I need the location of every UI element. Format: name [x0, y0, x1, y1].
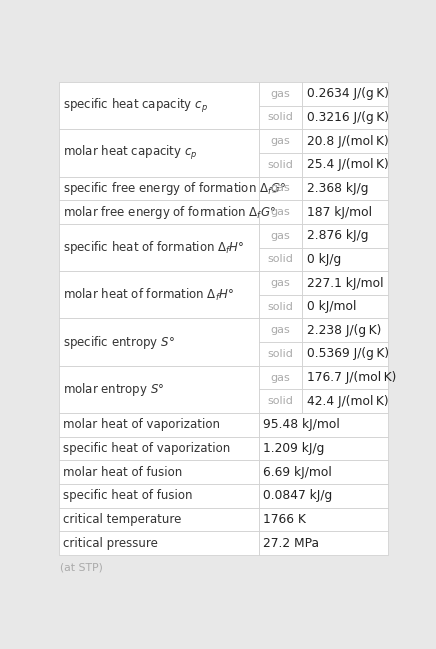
- Text: specific heat of vaporization: specific heat of vaporization: [63, 442, 230, 455]
- Bar: [302, 247, 388, 271]
- Text: molar entropy $S°$: molar entropy $S°$: [63, 381, 164, 398]
- Bar: [58, 484, 259, 508]
- Text: specific entropy $S°$: specific entropy $S°$: [63, 334, 174, 350]
- Text: 2.368 kJ/g: 2.368 kJ/g: [307, 182, 368, 195]
- Bar: [259, 532, 388, 555]
- Text: specific heat capacity $c_p$: specific heat capacity $c_p$: [63, 97, 208, 114]
- Text: 1766 K: 1766 K: [263, 513, 306, 526]
- Bar: [259, 389, 302, 413]
- Text: gas: gas: [270, 230, 290, 241]
- Bar: [259, 437, 388, 461]
- Bar: [58, 82, 259, 129]
- Text: 187 kJ/mol: 187 kJ/mol: [307, 206, 371, 219]
- Bar: [302, 177, 388, 200]
- Text: 0 kJ/mol: 0 kJ/mol: [307, 300, 356, 313]
- Bar: [58, 508, 259, 532]
- Bar: [302, 106, 388, 129]
- Text: critical temperature: critical temperature: [63, 513, 181, 526]
- Bar: [259, 461, 388, 484]
- Text: molar heat of formation $\Delta_f H°$: molar heat of formation $\Delta_f H°$: [63, 287, 234, 303]
- Bar: [259, 200, 302, 224]
- Text: solid: solid: [267, 112, 293, 123]
- Bar: [259, 413, 388, 437]
- Text: 0.0847 kJ/g: 0.0847 kJ/g: [263, 489, 332, 502]
- Text: molar heat of vaporization: molar heat of vaporization: [63, 419, 220, 432]
- Text: gas: gas: [270, 325, 290, 336]
- Bar: [259, 129, 302, 153]
- Text: critical pressure: critical pressure: [63, 537, 157, 550]
- Text: 2.238 J/(g K): 2.238 J/(g K): [307, 324, 381, 337]
- Text: specific free energy of formation $\Delta_f G°$: specific free energy of formation $\Delt…: [63, 180, 286, 197]
- Bar: [259, 366, 302, 389]
- Text: 20.8 J/(mol K): 20.8 J/(mol K): [307, 134, 388, 147]
- Bar: [58, 319, 259, 366]
- Bar: [259, 295, 302, 319]
- Bar: [58, 461, 259, 484]
- Bar: [58, 413, 259, 437]
- Bar: [302, 200, 388, 224]
- Bar: [302, 366, 388, 389]
- Bar: [302, 295, 388, 319]
- Text: gas: gas: [270, 136, 290, 146]
- Bar: [302, 224, 388, 247]
- Bar: [58, 532, 259, 555]
- Text: 25.4 J/(mol K): 25.4 J/(mol K): [307, 158, 388, 171]
- Text: solid: solid: [267, 302, 293, 312]
- Bar: [302, 319, 388, 342]
- Bar: [302, 153, 388, 177]
- Text: 227.1 kJ/mol: 227.1 kJ/mol: [307, 276, 383, 289]
- Text: specific heat of formation $\Delta_f H°$: specific heat of formation $\Delta_f H°$: [63, 239, 244, 256]
- Text: (at STP): (at STP): [60, 563, 103, 572]
- Bar: [58, 177, 259, 200]
- Bar: [259, 484, 388, 508]
- Text: solid: solid: [267, 254, 293, 264]
- Bar: [259, 82, 302, 106]
- Bar: [302, 129, 388, 153]
- Text: 42.4 J/(mol K): 42.4 J/(mol K): [307, 395, 388, 408]
- Bar: [302, 389, 388, 413]
- Bar: [302, 342, 388, 366]
- Bar: [259, 247, 302, 271]
- Text: 27.2 MPa: 27.2 MPa: [263, 537, 319, 550]
- Text: gas: gas: [270, 89, 290, 99]
- Bar: [259, 271, 302, 295]
- Text: solid: solid: [267, 160, 293, 169]
- Text: solid: solid: [267, 397, 293, 406]
- Bar: [259, 224, 302, 247]
- Bar: [58, 200, 259, 224]
- Text: solid: solid: [267, 349, 293, 359]
- Text: 6.69 kJ/mol: 6.69 kJ/mol: [263, 466, 331, 479]
- Text: gas: gas: [270, 278, 290, 288]
- Text: 0 kJ/g: 0 kJ/g: [307, 253, 341, 266]
- Text: 2.876 kJ/g: 2.876 kJ/g: [307, 229, 368, 242]
- Bar: [259, 508, 388, 532]
- Bar: [58, 366, 259, 413]
- Text: specific heat of fusion: specific heat of fusion: [63, 489, 192, 502]
- Text: 0.3216 J/(g K): 0.3216 J/(g K): [307, 111, 388, 124]
- Bar: [58, 271, 259, 319]
- Text: gas: gas: [270, 207, 290, 217]
- Text: gas: gas: [270, 373, 290, 383]
- Bar: [259, 106, 302, 129]
- Bar: [259, 319, 302, 342]
- Bar: [58, 129, 259, 177]
- Bar: [302, 271, 388, 295]
- Bar: [259, 153, 302, 177]
- Text: 176.7 J/(mol K): 176.7 J/(mol K): [307, 371, 396, 384]
- Bar: [259, 342, 302, 366]
- Bar: [58, 437, 259, 461]
- Text: 0.5369 J/(g K): 0.5369 J/(g K): [307, 347, 389, 360]
- Text: molar heat capacity $c_p$: molar heat capacity $c_p$: [63, 144, 197, 162]
- Bar: [302, 82, 388, 106]
- Text: 1.209 kJ/g: 1.209 kJ/g: [263, 442, 324, 455]
- Bar: [58, 224, 259, 271]
- Text: molar free energy of formation $\Delta_f G°$: molar free energy of formation $\Delta_f…: [63, 204, 276, 221]
- Text: 95.48 kJ/mol: 95.48 kJ/mol: [263, 419, 340, 432]
- Text: molar heat of fusion: molar heat of fusion: [63, 466, 182, 479]
- Bar: [259, 177, 302, 200]
- Text: gas: gas: [270, 184, 290, 193]
- Text: 0.2634 J/(g K): 0.2634 J/(g K): [307, 87, 388, 100]
